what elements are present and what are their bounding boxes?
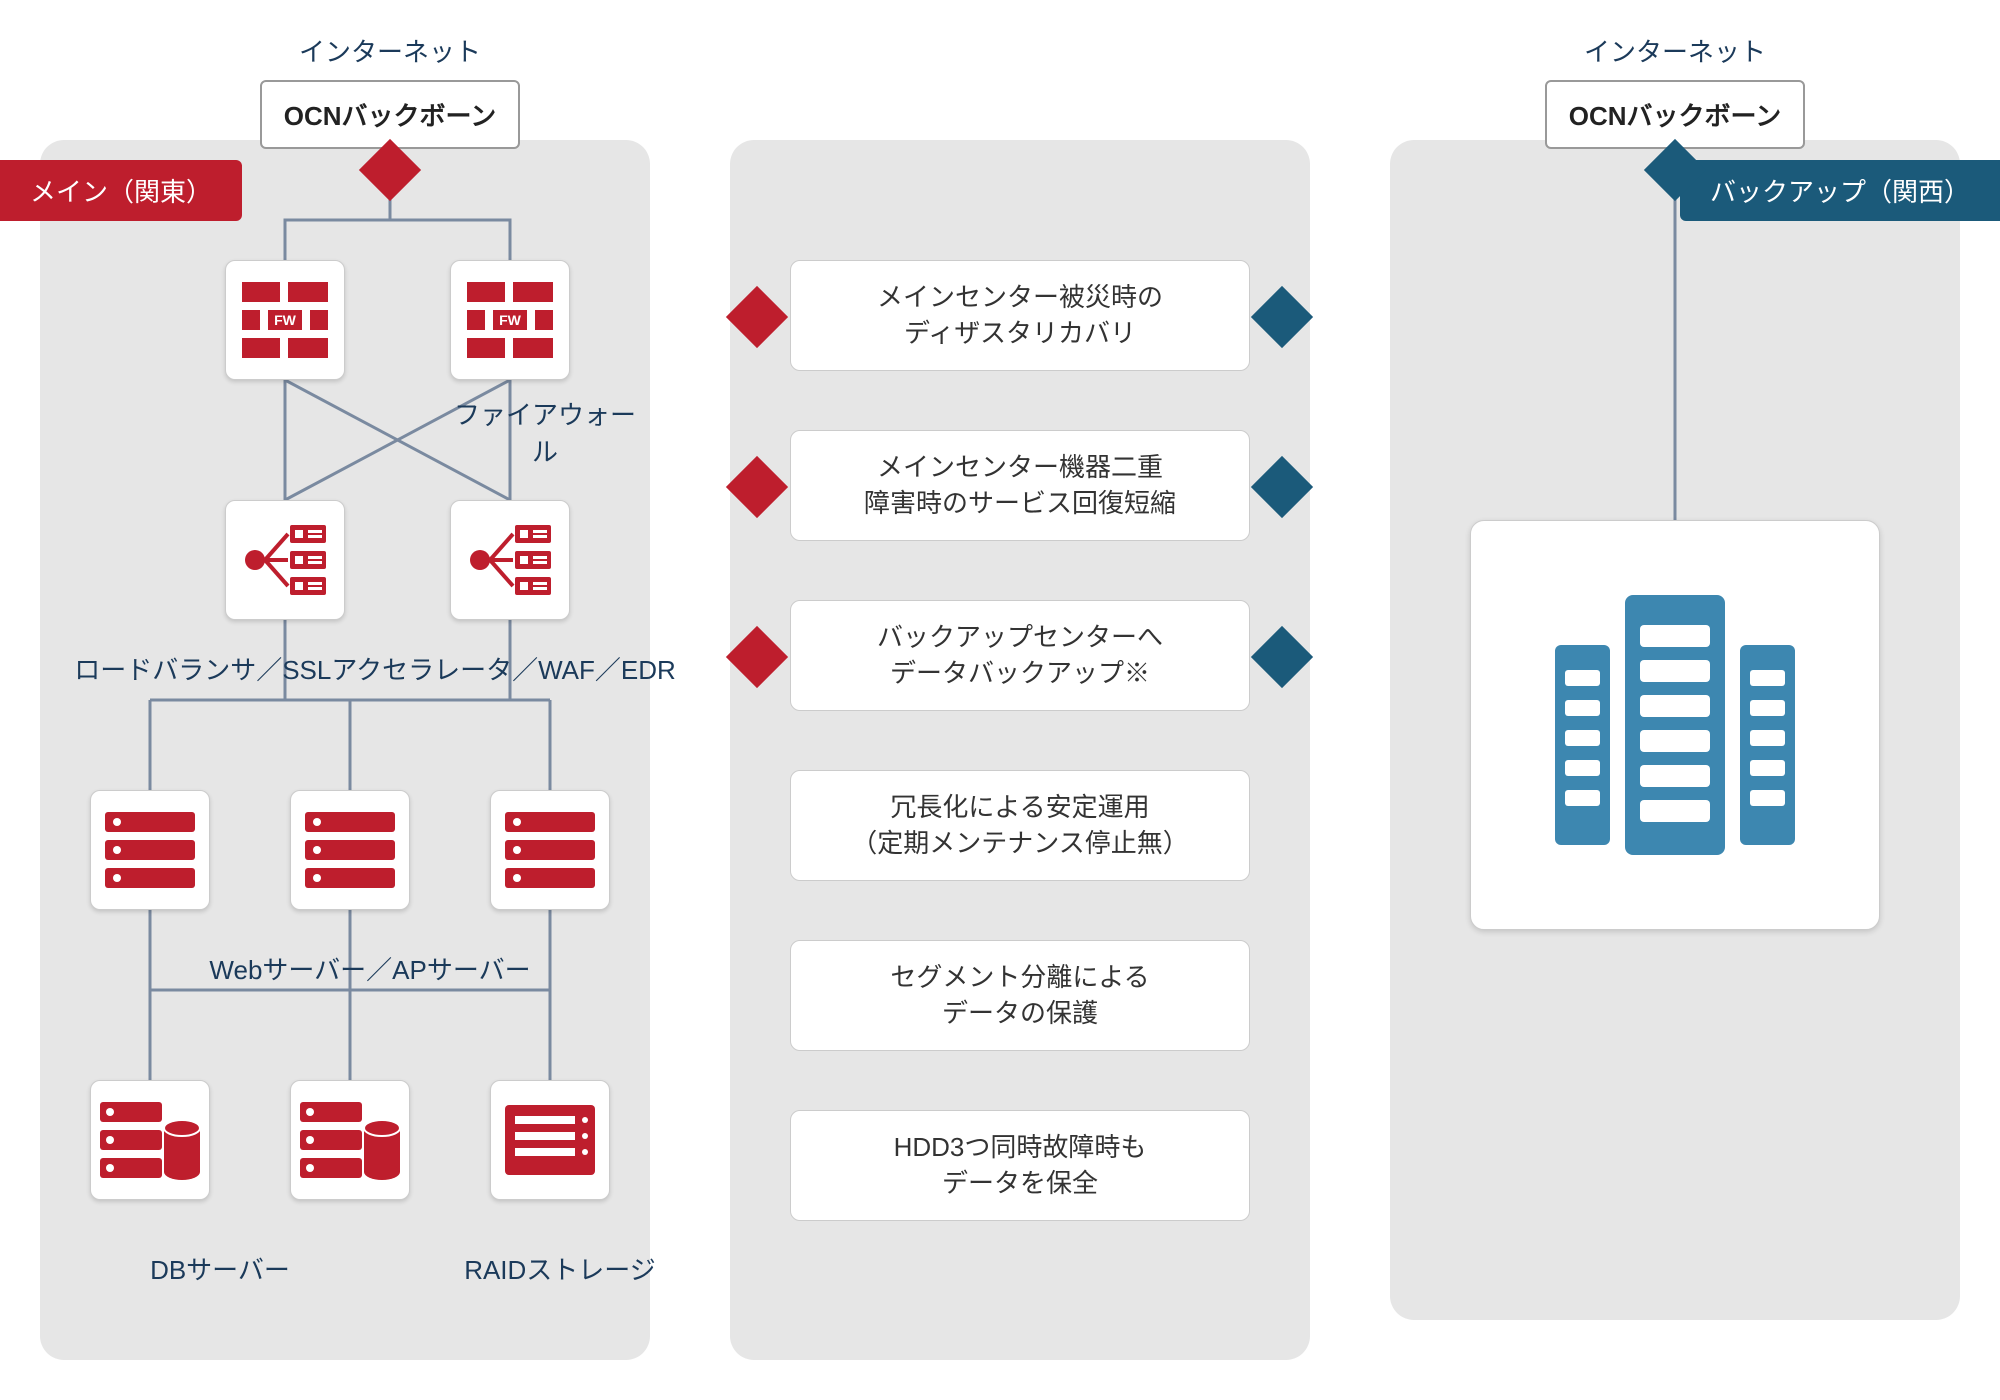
feature-box-5: HDD3つ同時故障時もデータを保全 — [790, 1110, 1250, 1221]
db-label: DBサーバー — [120, 1250, 320, 1287]
lb-label: ロードバランサ／SSLアクセラレータ／WAF／EDR — [55, 650, 695, 687]
feature-box-2: バックアップセンターへデータバックアップ※ — [790, 600, 1250, 711]
feature-box-1: メインセンター機器二重障害時のサービス回復短縮 — [790, 430, 1250, 541]
loadbalancer-node-1 — [450, 500, 570, 620]
main-banner: メイン（関東） — [0, 160, 242, 221]
datacenter-card — [1470, 520, 1880, 930]
firewall-node-1: FW — [450, 260, 570, 380]
firewall-node-0: FW — [225, 260, 345, 380]
internet-label-backup: インターネット — [1550, 32, 1800, 69]
datacenter-icon — [1545, 575, 1805, 875]
feature-box-4: セグメント分離によるデータの保護 — [790, 940, 1250, 1051]
web-label: Webサーバー／APサーバー — [170, 950, 570, 987]
feature-box-0: メインセンター被災時のディザスタリカバリ — [790, 260, 1250, 371]
svg-text:FW: FW — [274, 312, 297, 328]
loadbalancer-node-0 — [225, 500, 345, 620]
db-server-node-0 — [90, 1080, 210, 1200]
svg-text:FW: FW — [499, 312, 522, 328]
web-server-node-1 — [290, 790, 410, 910]
raid-label: RAIDストレージ — [440, 1250, 680, 1287]
web-server-node-0 — [90, 790, 210, 910]
internet-label-main: インターネット — [265, 32, 515, 69]
backup-banner: バックアップ（関西） — [1680, 160, 2000, 221]
web-server-node-2 — [490, 790, 610, 910]
raid-storage-node-0 — [490, 1080, 610, 1200]
firewall-label: ファイアウォール — [445, 395, 645, 469]
feature-box-3: 冗長化による安定運用（定期メンテナンス停止無） — [790, 770, 1250, 881]
db-server-node-1 — [290, 1080, 410, 1200]
